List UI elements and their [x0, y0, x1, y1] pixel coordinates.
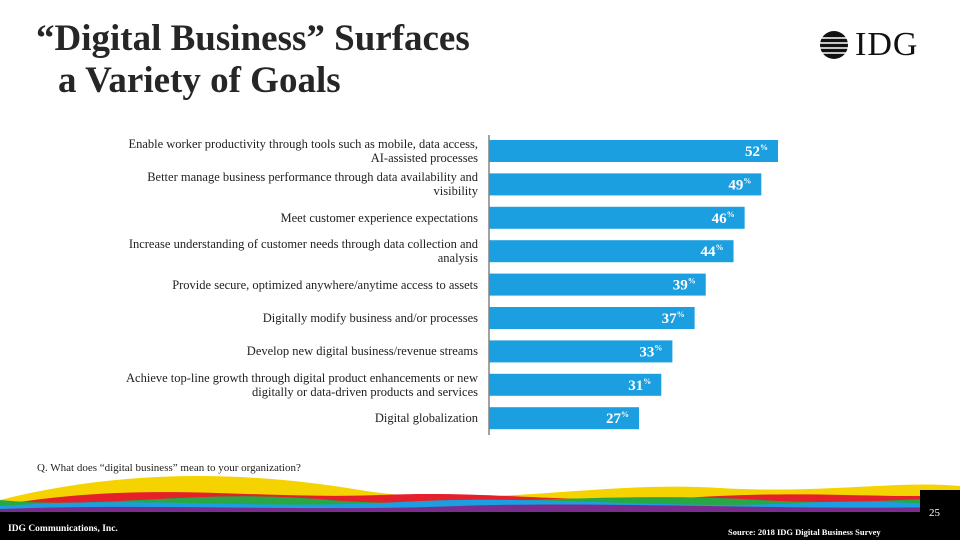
title-line: “Digital Business” Surfaces [36, 18, 470, 59]
value-label: 31% [628, 377, 651, 394]
bar [489, 173, 762, 196]
category-label: Digitally modify business and/or process… [262, 311, 478, 325]
bar [489, 373, 662, 396]
category-label: Meet customer experience expectations [280, 210, 478, 225]
company: IDG Communications, Inc. [8, 524, 118, 534]
bar [489, 273, 706, 296]
category-label: Enable worker productivity through tools… [128, 137, 478, 165]
category-label: Increase understanding of customer needs… [128, 237, 478, 266]
bar [489, 407, 640, 430]
bar [489, 206, 745, 229]
category-label: Better manage business performance throu… [147, 170, 478, 199]
value-label: 33% [639, 343, 662, 360]
category-label: Achieve top-line growth through digital … [126, 370, 478, 399]
value-label: 46% [712, 210, 735, 227]
page-number: 25 [929, 507, 940, 519]
title-line: a Variety of Goals [58, 60, 341, 101]
bar [489, 240, 734, 263]
source: Source: 2018 IDG Digital Business Survey [728, 527, 881, 537]
category-label: Provide secure, optimized anywhere/anyti… [172, 277, 478, 292]
value-label: 37% [662, 310, 685, 327]
value-label: 44% [701, 243, 724, 260]
wave-band [0, 476, 960, 540]
category-label: Digital globalization [374, 411, 478, 426]
value-label: 49% [728, 176, 751, 193]
value-label: 52% [745, 143, 768, 160]
value-label: 27% [606, 410, 629, 427]
bar [489, 140, 778, 162]
footnote: Q. What does “digital business” mean to … [37, 462, 301, 474]
logo: IDG [855, 26, 919, 63]
logo-mark [818, 31, 850, 59]
value-label: 39% [673, 277, 696, 294]
title: “Digital Business” Surfaces a Variety of… [36, 18, 470, 102]
bar [489, 307, 695, 329]
category-label: Develop new digital business/revenue str… [246, 344, 478, 359]
bar [489, 340, 673, 363]
